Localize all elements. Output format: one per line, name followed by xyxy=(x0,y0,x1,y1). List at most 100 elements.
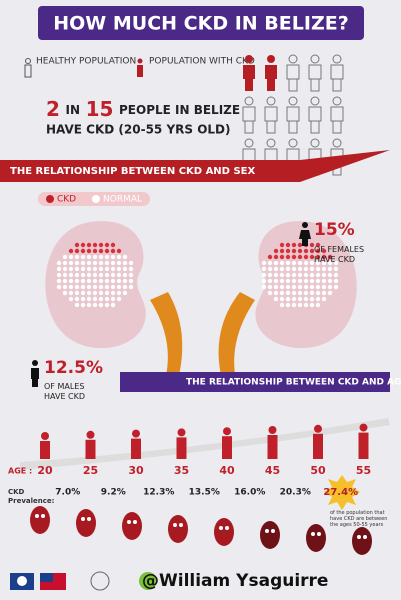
kidney-dot xyxy=(273,278,279,284)
kidney-dot xyxy=(279,248,285,254)
kidney-dot xyxy=(74,272,80,278)
kidney-dot xyxy=(68,290,74,296)
headline-rest: PEOPLE IN BELIZE xyxy=(119,103,240,117)
kidney-dot xyxy=(321,278,327,284)
kidney-dot xyxy=(122,266,128,272)
kidney-eye xyxy=(35,514,39,518)
kidney-dot xyxy=(261,260,267,266)
kidney-dot xyxy=(122,272,128,278)
kidney-dot xyxy=(74,242,80,248)
headline-line2: HAVE CKD (20-55 YRS OLD) xyxy=(46,123,231,137)
kidney-dot xyxy=(321,266,327,272)
kidney-dot xyxy=(80,278,86,284)
kidney-character xyxy=(76,509,96,537)
kidney-eye xyxy=(225,526,229,530)
kidney-dot xyxy=(327,284,333,290)
kidney-dot xyxy=(315,284,321,290)
kidney-dot xyxy=(315,248,321,254)
kidney-dot xyxy=(62,266,68,272)
kidney-dot xyxy=(321,296,327,302)
kidney-dot xyxy=(309,242,315,248)
kidney-dot xyxy=(104,296,110,302)
age-value: 35 xyxy=(174,464,189,477)
kidney-dot xyxy=(86,302,92,308)
kidney-dot xyxy=(315,302,321,308)
kidney-dot xyxy=(315,272,321,278)
kidney-dot xyxy=(261,284,267,290)
kidney-dot xyxy=(291,284,297,290)
person-head xyxy=(266,138,276,148)
kidney-dot xyxy=(315,290,321,296)
kidney-dot xyxy=(327,290,333,296)
kidney-dot xyxy=(273,260,279,266)
key-normal-dot xyxy=(92,195,100,203)
kidney-dot xyxy=(56,266,62,272)
prevalence-value: 12.3% xyxy=(143,488,174,498)
kidney-dot xyxy=(56,260,62,266)
kidney-dot xyxy=(122,284,128,290)
kidney-dot xyxy=(285,284,291,290)
kidney-dot xyxy=(68,254,74,260)
kidney-dot xyxy=(110,278,116,284)
prevalence-value: 13.5% xyxy=(189,488,220,498)
person-head xyxy=(332,138,342,148)
person-legs xyxy=(288,78,298,92)
kidney-dot xyxy=(285,278,291,284)
kidney-dot xyxy=(68,248,74,254)
kidney-dot xyxy=(110,266,116,272)
kidney-dot xyxy=(291,254,297,260)
headline-total: 15 xyxy=(86,97,114,121)
kidney-dot xyxy=(86,266,92,272)
age-icon-body xyxy=(131,438,141,459)
kidney-dot xyxy=(80,260,86,266)
kidney-dot xyxy=(62,278,68,284)
kidney-dot xyxy=(297,254,303,260)
age-icon xyxy=(222,427,232,459)
ureter-right xyxy=(218,292,255,380)
kidney-dot xyxy=(309,266,315,272)
male-icon xyxy=(31,360,39,387)
age-icon-body xyxy=(267,435,278,459)
kidney-dot xyxy=(74,296,80,302)
person-body xyxy=(243,65,255,79)
kidney-dot xyxy=(74,254,80,260)
kidney-eye xyxy=(87,517,91,521)
person-legs xyxy=(266,120,276,134)
kidney-eye xyxy=(179,523,183,527)
kidney-dot xyxy=(98,248,104,254)
kidney-dot xyxy=(333,272,339,278)
kidney-dot xyxy=(291,296,297,302)
kidney-dot xyxy=(98,254,104,260)
age-icon-body xyxy=(176,437,187,459)
kidney-dot xyxy=(68,296,74,302)
kidney-dot xyxy=(128,266,134,272)
kidney-eye xyxy=(311,532,315,536)
kidney-dot xyxy=(315,242,321,248)
kidney-dot xyxy=(273,284,279,290)
kidney-dot xyxy=(309,272,315,278)
kidney-dot xyxy=(62,284,68,290)
person-body xyxy=(265,65,277,79)
kidney-dot xyxy=(279,272,285,278)
kidneys xyxy=(45,221,357,380)
kidney-dot xyxy=(279,266,285,272)
key-normal: NORMAL xyxy=(103,195,142,205)
kidney-dot xyxy=(309,290,315,296)
age-icon-body xyxy=(313,433,323,459)
kidney-dot xyxy=(327,260,333,266)
kidney-dot xyxy=(104,290,110,296)
kidney-character xyxy=(168,515,188,543)
kidney-dot xyxy=(68,284,74,290)
kidney-dot xyxy=(86,254,92,260)
kidney-dot xyxy=(309,260,315,266)
kidney-dot xyxy=(279,284,285,290)
person xyxy=(286,54,300,92)
kidney-dot xyxy=(309,248,315,254)
kidney-dot xyxy=(92,260,98,266)
kidney-dot xyxy=(74,302,80,308)
person-legs xyxy=(332,120,342,134)
kidney-dot xyxy=(80,302,86,308)
kidney-dot xyxy=(309,296,315,302)
kidney-dot xyxy=(315,296,321,302)
person xyxy=(330,96,344,134)
